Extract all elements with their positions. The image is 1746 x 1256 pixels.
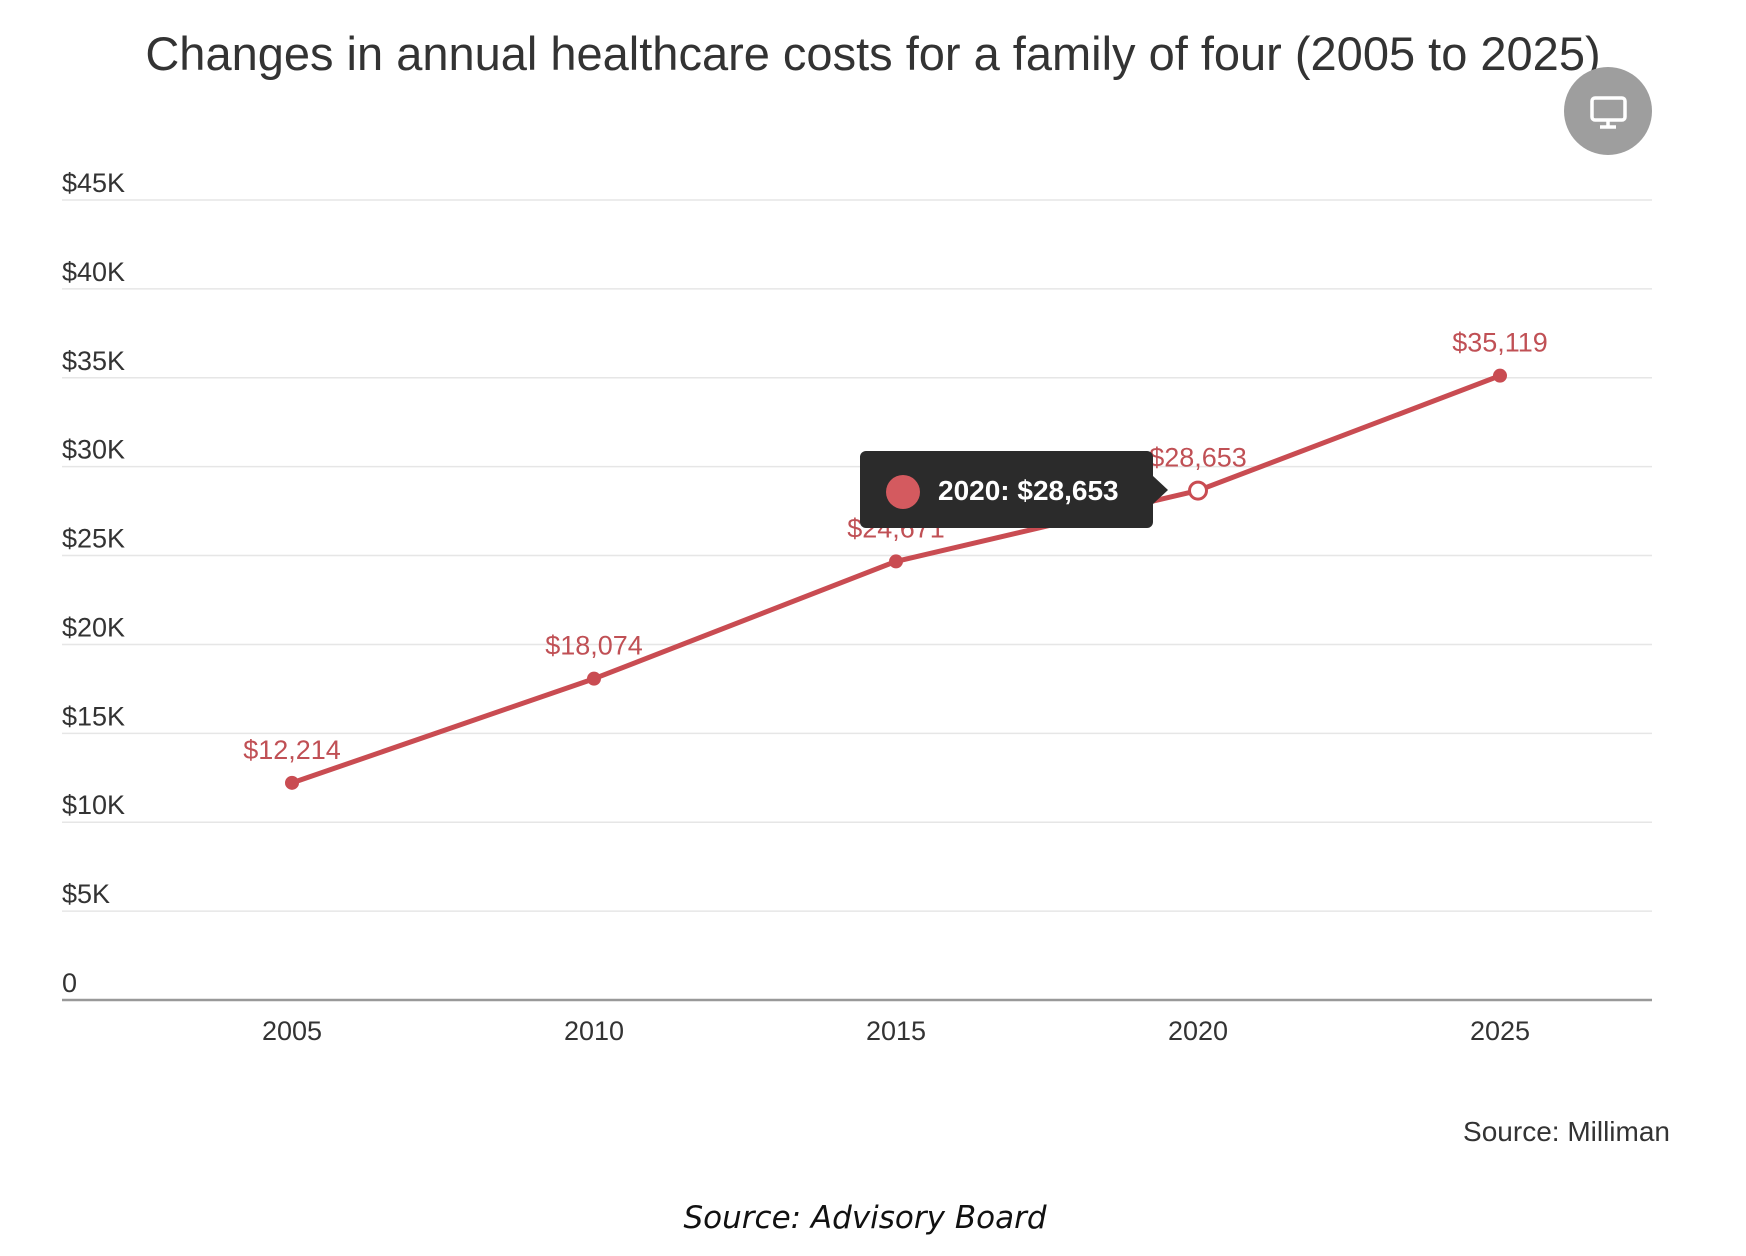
data-label: $12,214 [243, 735, 341, 765]
data-point[interactable] [889, 554, 903, 569]
monitor-button-bg [1564, 67, 1652, 155]
monitor-button[interactable] [1564, 67, 1652, 155]
x-tick-label: 2015 [866, 1016, 926, 1046]
y-tick-label: $30K [62, 435, 125, 465]
y-tick-label: $40K [62, 257, 125, 287]
y-axis-ticks: 0 $5K $10K $15K $20K $25K $30K $35K $40K $45K [62, 168, 125, 998]
data-labels: $12,214$18,074$24,671$28,653$35,119 [243, 328, 1548, 765]
y-tick-label: $5K [62, 879, 110, 909]
monitor-icon [1590, 96, 1627, 129]
image-caption: Source: Advisory Board [683, 1200, 1046, 1236]
y-tick-label: 0 [62, 968, 77, 998]
data-point[interactable] [285, 775, 299, 790]
y-tick-label: $15K [62, 701, 125, 731]
x-tick-label: 2025 [1470, 1016, 1530, 1046]
y-tick-label: $25K [62, 524, 125, 554]
tooltip-text: 2020: $28,653 [938, 475, 1119, 506]
series-line [289, 373, 1503, 786]
data-point[interactable] [1493, 368, 1507, 383]
data-points [285, 368, 1507, 790]
data-label: $18,074 [545, 631, 643, 661]
data-label: $35,119 [1452, 328, 1548, 358]
source-note: Source: Milliman [1463, 1116, 1670, 1147]
y-tick-label: $10K [62, 790, 125, 820]
gridlines [62, 199, 1652, 912]
x-axis-ticks: 2005 2010 2015 2020 2025 [262, 1016, 1530, 1046]
x-tick-label: 2005 [262, 1016, 322, 1046]
tooltip-arrow [1153, 476, 1168, 504]
tooltip-box [860, 451, 1153, 528]
y-tick-label: $35K [62, 346, 125, 376]
x-tick-label: 2010 [564, 1016, 624, 1046]
x-tick-label: 2020 [1168, 1016, 1228, 1046]
data-point[interactable] [1188, 480, 1208, 501]
tooltip-marker [886, 475, 920, 509]
data-label: $28,653 [1149, 443, 1247, 473]
chart-title: Changes in annual healthcare costs for a… [145, 27, 1600, 80]
y-tick-label: $20K [62, 612, 125, 642]
tooltip: 2020: $28,653 [860, 451, 1168, 528]
data-point[interactable] [587, 671, 601, 686]
y-tick-label: $45K [62, 168, 125, 198]
